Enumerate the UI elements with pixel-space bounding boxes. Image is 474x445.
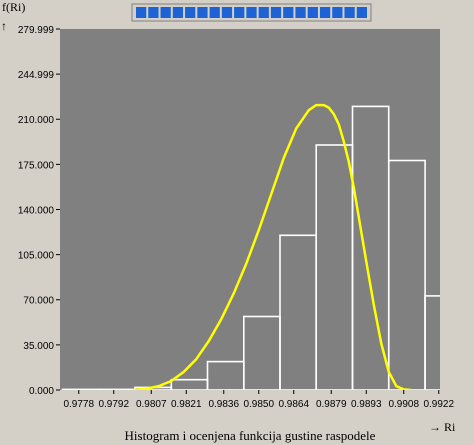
progress-segment <box>319 7 331 18</box>
y-tick-label: 35.000 <box>23 341 54 352</box>
x-tick-label: 0.9922 <box>423 399 454 410</box>
y-tick-label: 279.999 <box>18 25 55 36</box>
x-axis: 0.9778 0.9792 0.9807 0.9821 0.9836 0.9850 0.98… <box>63 390 454 410</box>
x-tick-label: 0.9807 <box>136 399 167 410</box>
progress-segment <box>172 7 184 18</box>
progress-segment <box>209 7 220 18</box>
progress-segment <box>185 7 196 18</box>
progress-bar <box>131 3 372 22</box>
progress-segment <box>160 7 171 18</box>
progress-segment <box>332 7 343 18</box>
progress-segment <box>234 7 245 18</box>
progress-segment <box>136 7 147 18</box>
chart-caption: Histogram i ocenjena funkcija gustine ra… <box>125 428 376 443</box>
progress-segment <box>258 7 269 18</box>
x-axis-label-text: Ri <box>444 420 456 434</box>
y-tick-label: 0.000 <box>29 386 54 397</box>
y-axis-label-text: f(Ri) <box>2 0 25 14</box>
x-tick-label: 0.9778 <box>63 399 94 410</box>
y-tick-label: 140.000 <box>18 205 55 216</box>
x-axis-arrow: → <box>429 420 441 434</box>
histogram-bar <box>61 388 100 390</box>
progress-segment <box>356 7 367 18</box>
progress-segment <box>197 7 208 18</box>
progress-segment <box>283 7 294 18</box>
histogram-bar <box>98 388 136 390</box>
progress-segment <box>307 7 318 18</box>
y-tick-label: 175.000 <box>18 160 55 171</box>
progress-segment <box>246 7 257 18</box>
progress-segment <box>148 7 159 18</box>
y-tick-label: 70.000 <box>23 296 54 307</box>
x-axis-label: → Ri <box>429 420 456 434</box>
y-tick-label: 244.999 <box>18 70 55 81</box>
x-tick-label: 0.9893 <box>351 399 382 410</box>
x-tick-label: 0.9864 <box>278 399 309 410</box>
progress-segment <box>344 7 355 18</box>
histogram-bars <box>61 105 474 390</box>
progress-segment <box>295 7 306 18</box>
y-axis-label: f(Ri) ↑ <box>1 0 25 33</box>
y-tick-label: 210.000 <box>18 115 55 126</box>
histogram-bar <box>424 295 440 390</box>
progress-segment <box>221 7 233 18</box>
x-tick-label: 0.9850 <box>243 399 274 410</box>
density-curve <box>133 103 412 390</box>
y-axis: 0.000 35.000 70.000 105.000 140.000 175.000 21… <box>18 25 60 397</box>
x-tick-label: 0.9821 <box>171 399 202 410</box>
plot-area <box>60 29 440 390</box>
histogram-bar <box>461 377 474 390</box>
x-tick-label: 0.9908 <box>388 399 419 410</box>
x-tick-label: 0.9792 <box>98 399 129 410</box>
x-tick-label: 0.9879 <box>316 399 347 410</box>
y-tick-label: 105.000 <box>18 251 55 262</box>
x-tick-label: 0.9836 <box>208 399 239 410</box>
progress-segment <box>270 7 282 18</box>
y-axis-arrow: ↑ <box>1 19 7 33</box>
histogram-bar <box>387 159 426 390</box>
